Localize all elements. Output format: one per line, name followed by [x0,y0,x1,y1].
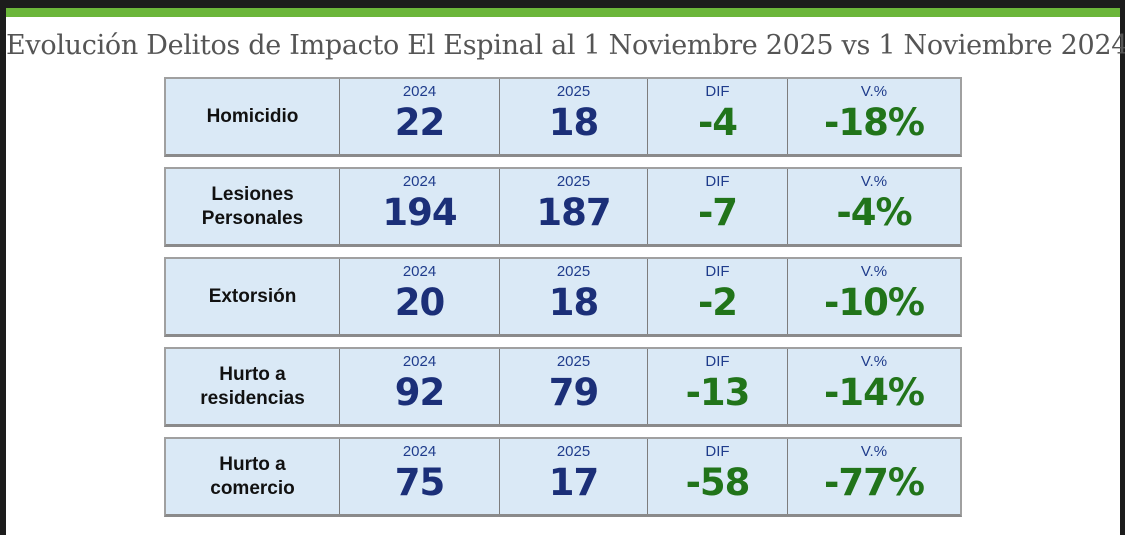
row-label: Extorsión [208,285,297,307]
column-header: V.% [860,443,888,460]
difference-value: -4 [697,101,738,144]
column-header: DIF [705,353,730,370]
value-2024: 75 [394,461,446,504]
page-title: Evolución Delitos de Impacto El Espinal … [6,30,1125,61]
variation-value: -77% [824,461,925,504]
table-row-lesiones: Lesiones Personales 2024 194 2025 187 DI… [164,167,962,247]
year-2024-cell: 2024 75 [339,439,499,514]
row-label-cell: Hurto a comercio [166,439,339,514]
variation-value: -4% [836,191,912,234]
value-2024: 20 [394,281,446,324]
year-2025-cell: 2025 187 [499,169,647,244]
value-2025: 18 [548,101,600,144]
variation-cell: V.% -14% [787,349,960,424]
variation-cell: V.% -77% [787,439,960,514]
variation-value: -18% [824,101,925,144]
row-label-cell: Hurto a residencias [166,349,339,424]
column-header: 2025 [556,443,591,460]
column-header: 2025 [556,263,591,280]
column-header: DIF [705,443,730,460]
year-2024-cell: 2024 22 [339,79,499,154]
difference-value: -13 [685,371,751,414]
variation-cell: V.% -18% [787,79,960,154]
year-2024-cell: 2024 194 [339,169,499,244]
row-label: Hurto a comercio [210,453,295,499]
column-header: 2024 [402,353,437,370]
crime-table: Homicidio 2024 22 2025 18 DIF -4 V.% -18… [164,77,962,527]
column-header: 2024 [402,173,437,190]
difference-cell: DIF -7 [647,169,787,244]
accent-bar [6,8,1120,17]
difference-value: -7 [697,191,738,234]
difference-cell: DIF -13 [647,349,787,424]
column-header: 2024 [402,83,437,100]
column-header: DIF [705,83,730,100]
table-row-hurto-comercio: Hurto a comercio 2024 75 2025 17 DIF -58… [164,437,962,517]
column-header: V.% [860,173,888,190]
variation-value: -14% [824,371,925,414]
value-2025: 17 [548,461,600,504]
value-2024: 194 [382,191,457,234]
value-2024: 92 [394,371,446,414]
year-2025-cell: 2025 18 [499,259,647,334]
column-header: 2025 [556,83,591,100]
difference-value: -58 [685,461,751,504]
table-row-extorsion: Extorsión 2024 20 2025 18 DIF -2 V.% -10… [164,257,962,337]
table-row-hurto-residencias: Hurto a residencias 2024 92 2025 79 DIF … [164,347,962,427]
column-header: DIF [705,173,730,190]
difference-value: -2 [697,281,738,324]
value-2025: 18 [548,281,600,324]
variation-value: -10% [824,281,925,324]
column-header: DIF [705,263,730,280]
row-label-cell: Extorsión [166,259,339,334]
year-2025-cell: 2025 18 [499,79,647,154]
column-header: 2025 [556,173,591,190]
year-2024-cell: 2024 92 [339,349,499,424]
slide: Evolución Delitos de Impacto El Espinal … [6,8,1125,535]
difference-cell: DIF -2 [647,259,787,334]
row-label: Lesiones Personales [201,183,304,229]
difference-cell: DIF -4 [647,79,787,154]
column-header: 2024 [402,443,437,460]
variation-cell: V.% -10% [787,259,960,334]
year-2025-cell: 2025 79 [499,349,647,424]
year-2025-cell: 2025 17 [499,439,647,514]
row-label: Homicidio [206,105,299,127]
difference-cell: DIF -58 [647,439,787,514]
value-2024: 22 [394,101,446,144]
value-2025: 187 [536,191,611,234]
column-header: 2025 [556,353,591,370]
row-label-cell: Homicidio [166,79,339,154]
row-label-cell: Lesiones Personales [166,169,339,244]
value-2025: 79 [548,371,600,414]
column-header: V.% [860,353,888,370]
column-header: 2024 [402,263,437,280]
column-header: V.% [860,263,888,280]
table-row-homicidio: Homicidio 2024 22 2025 18 DIF -4 V.% -18… [164,77,962,157]
variation-cell: V.% -4% [787,169,960,244]
row-label: Hurto a residencias [200,363,305,409]
year-2024-cell: 2024 20 [339,259,499,334]
column-header: V.% [860,83,888,100]
